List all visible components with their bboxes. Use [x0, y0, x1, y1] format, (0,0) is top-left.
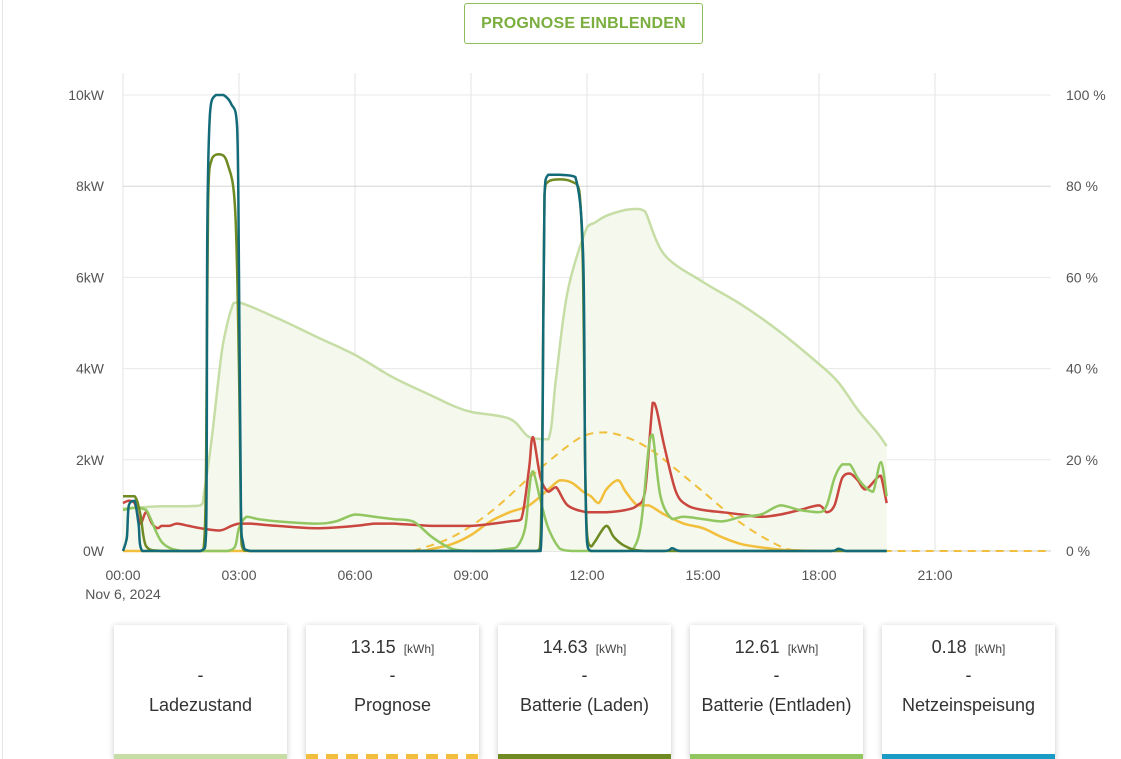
- x-tick-label: 03:00: [221, 567, 256, 583]
- x-tick-label: 15:00: [685, 567, 720, 583]
- y-left-tick-label: 0W: [83, 543, 105, 559]
- card-color-bar: [690, 754, 863, 759]
- card-color-bar: [882, 754, 1055, 759]
- y-left-tick-label: 6kW: [76, 269, 105, 285]
- y-left-tick-label: 8kW: [76, 178, 105, 194]
- series-line-ladezustand: [122, 207, 888, 510]
- y-right-tick-label: 20 %: [1066, 452, 1098, 468]
- x-tick-label: 18:00: [801, 567, 836, 583]
- card-value: 0.18 [kWh]: [882, 637, 1055, 658]
- x-tick-label: 09:00: [453, 567, 488, 583]
- legend-card-batterie-entladen[interactable]: 12.61 [kWh] - Batterie (Entladen): [690, 625, 863, 759]
- card-value-number: 0.18: [931, 637, 967, 657]
- y-right-tick-label: 40 %: [1066, 361, 1098, 377]
- card-unit: [kWh]: [974, 642, 1006, 656]
- card-dash: -: [965, 665, 972, 685]
- card-value: 13.15 [kWh]: [306, 637, 479, 658]
- x-tick-label: 21:00: [917, 567, 952, 583]
- card-value-number: 13.15: [350, 637, 396, 657]
- x-tick-label: 06:00: [337, 567, 372, 583]
- card-value: 14.63 [kWh]: [498, 637, 671, 658]
- legend-card-netzeinspeisung[interactable]: 0.18 [kWh] - Netzeinspeisung: [882, 625, 1055, 759]
- card-value-number: 14.63: [542, 637, 588, 657]
- legend-card-ladezustand[interactable]: - Ladezustand: [114, 625, 287, 759]
- y-left-tick-label: 10kW: [68, 87, 105, 103]
- y-left-tick-label: 4kW: [76, 361, 105, 377]
- legend-card-batterie-laden[interactable]: 14.63 [kWh] - Batterie (Laden): [498, 625, 671, 759]
- show-forecast-button[interactable]: PROGNOSE EINBLENDEN: [464, 3, 703, 44]
- card-unit: [kWh]: [595, 642, 627, 656]
- card-unit: [kWh]: [403, 642, 435, 656]
- chart-series: [121, 93, 1051, 553]
- y-right-tick-label: 0 %: [1066, 543, 1090, 559]
- series-line-batterie-entladen: [122, 433, 888, 553]
- x-tick-label: 00:00: [105, 567, 140, 583]
- y-left-tick-label: 2kW: [76, 452, 105, 468]
- card-label: Batterie (Entladen): [701, 695, 852, 715]
- card-label: Netzeinspeisung: [901, 695, 1036, 715]
- chart-axes: 0W 2kW 4kW 6kW 8kW 10kW 0 % 20 % 40 % 60 % 80 % 100…: [68, 87, 1106, 602]
- card-dash: -: [581, 665, 588, 685]
- card-label: Prognose: [353, 695, 432, 715]
- card-color-bar: [114, 754, 287, 759]
- energy-chart: 0W 2kW 4kW 6kW 8kW 10kW 0 % 20 % 40 % 60 % 80 % 100…: [68, 73, 1106, 602]
- series-line-hausverbrauch: [122, 401, 888, 532]
- card-label: Ladezustand: [148, 695, 253, 715]
- x-date-label: Nov 6, 2024: [85, 586, 161, 602]
- y-right-tick-label: 60 %: [1066, 269, 1098, 285]
- series-line-netzeinspeisung: [121, 93, 887, 553]
- legend-card-prognose[interactable]: 13.15 [kWh] - Prognose: [306, 625, 479, 759]
- series-line-prognose: [412, 431, 800, 552]
- card-value-number: 12.61: [734, 637, 780, 657]
- card-value: 12.61 [kWh]: [690, 637, 863, 658]
- y-right-tick-label: 80 %: [1066, 178, 1098, 194]
- y-right-tick-label: 100 %: [1066, 87, 1106, 103]
- x-tick-label: 12:00: [569, 567, 604, 583]
- card-color-bar: [306, 754, 479, 759]
- card-label: Batterie (Laden): [519, 695, 650, 715]
- series-area-ladezustand: [123, 209, 887, 551]
- card-dash: -: [197, 665, 204, 685]
- card-dash: -: [773, 665, 780, 685]
- series-line-pv-erzeugung: [123, 479, 820, 553]
- card-color-bar: [498, 754, 671, 759]
- card-unit: [kWh]: [787, 642, 819, 656]
- left-border: [2, 0, 3, 759]
- card-dash: -: [389, 665, 396, 685]
